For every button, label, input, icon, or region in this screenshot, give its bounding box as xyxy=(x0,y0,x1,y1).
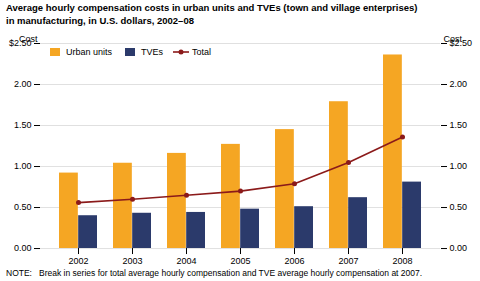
svg-text:2.00: 2.00 xyxy=(14,79,32,89)
html-text:TVEs: TVEs xyxy=(141,46,163,57)
svg-text:0.50: 0.50 xyxy=(450,202,468,212)
svg-text:Cost: Cost xyxy=(19,34,38,44)
svg-text:2006: 2006 xyxy=(284,256,304,266)
svg-text:0.50: 0.50 xyxy=(14,202,32,212)
svg-text:2002: 2002 xyxy=(68,256,88,266)
svg-text:2005: 2005 xyxy=(230,256,250,266)
html-text:in manufacturing, in U.S. doll: in manufacturing, in U.S. dollars, 2002–… xyxy=(6,15,194,27)
svg-text:2004: 2004 xyxy=(176,256,196,266)
svg-text:2.00: 2.00 xyxy=(450,79,468,89)
html-text:Urban units: Urban units xyxy=(66,46,112,57)
svg-text:2008: 2008 xyxy=(392,256,412,266)
svg-text:2003: 2003 xyxy=(122,256,142,266)
svg-text:1.50: 1.50 xyxy=(450,120,468,130)
svg-text:0.00: 0.00 xyxy=(14,243,32,253)
svg-text:0.00: 0.00 xyxy=(450,243,468,253)
svg-text:1.50: 1.50 xyxy=(14,120,32,130)
html-text:NOTE: Break in series for tota: NOTE: Break in series for total average … xyxy=(6,267,423,278)
svg-text:2007: 2007 xyxy=(338,256,358,266)
svg-text:1.00: 1.00 xyxy=(14,161,32,171)
svg-text:Cost: Cost xyxy=(444,34,463,44)
html-text:Total: Total xyxy=(192,46,212,57)
svg-text:1.00: 1.00 xyxy=(450,161,468,171)
html-text:Average hourly compensation co: Average hourly compensation costs in urb… xyxy=(6,2,418,13)
